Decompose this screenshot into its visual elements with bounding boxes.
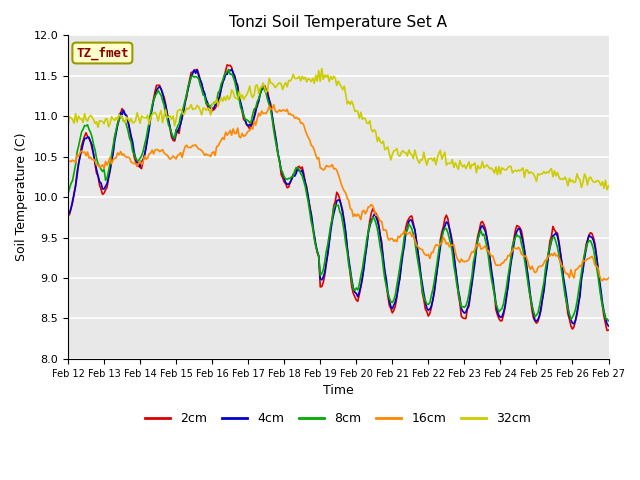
2cm [603, 328, 611, 334]
16cm [374, 212, 381, 218]
2cm [64, 213, 72, 218]
16cm [540, 260, 548, 266]
32cm [64, 122, 72, 128]
16cm [605, 275, 612, 281]
8cm [225, 67, 232, 72]
8cm [164, 122, 172, 128]
2cm [392, 303, 399, 309]
32cm [392, 147, 399, 153]
16cm [164, 155, 172, 160]
2cm [540, 287, 548, 292]
4cm [228, 66, 236, 72]
16cm [79, 150, 87, 156]
4cm [540, 288, 548, 294]
32cm [318, 66, 326, 72]
Legend: 2cm, 4cm, 8cm, 16cm, 32cm: 2cm, 4cm, 8cm, 16cm, 32cm [140, 407, 536, 430]
8cm [540, 279, 548, 285]
8cm [64, 191, 72, 197]
X-axis label: Time: Time [323, 384, 354, 397]
2cm [403, 218, 411, 224]
8cm [605, 318, 612, 324]
Line: 16cm: 16cm [68, 105, 609, 281]
8cm [374, 226, 381, 231]
2cm [605, 327, 612, 333]
Line: 32cm: 32cm [68, 69, 609, 190]
Line: 2cm: 2cm [68, 65, 609, 331]
16cm [598, 278, 606, 284]
4cm [164, 118, 172, 124]
16cm [64, 159, 72, 165]
4cm [374, 217, 381, 223]
8cm [392, 292, 399, 298]
Text: TZ_fmet: TZ_fmet [76, 47, 129, 60]
Line: 8cm: 8cm [68, 70, 609, 321]
8cm [403, 227, 411, 233]
32cm [79, 120, 87, 125]
32cm [403, 153, 411, 159]
4cm [605, 323, 612, 329]
2cm [374, 214, 381, 219]
4cm [79, 141, 87, 147]
Title: Tonzi Soil Temperature Set A: Tonzi Soil Temperature Set A [229, 15, 447, 30]
Y-axis label: Soil Temperature (C): Soil Temperature (C) [15, 133, 28, 262]
4cm [392, 299, 399, 305]
4cm [64, 210, 72, 216]
16cm [270, 102, 278, 108]
4cm [403, 226, 411, 232]
2cm [223, 62, 231, 68]
32cm [164, 114, 172, 120]
32cm [603, 187, 611, 192]
32cm [605, 183, 612, 189]
Line: 4cm: 4cm [68, 69, 609, 326]
8cm [79, 126, 87, 132]
32cm [374, 139, 381, 144]
32cm [540, 169, 548, 175]
16cm [392, 237, 399, 243]
2cm [164, 118, 172, 124]
2cm [79, 138, 87, 144]
16cm [403, 231, 411, 237]
